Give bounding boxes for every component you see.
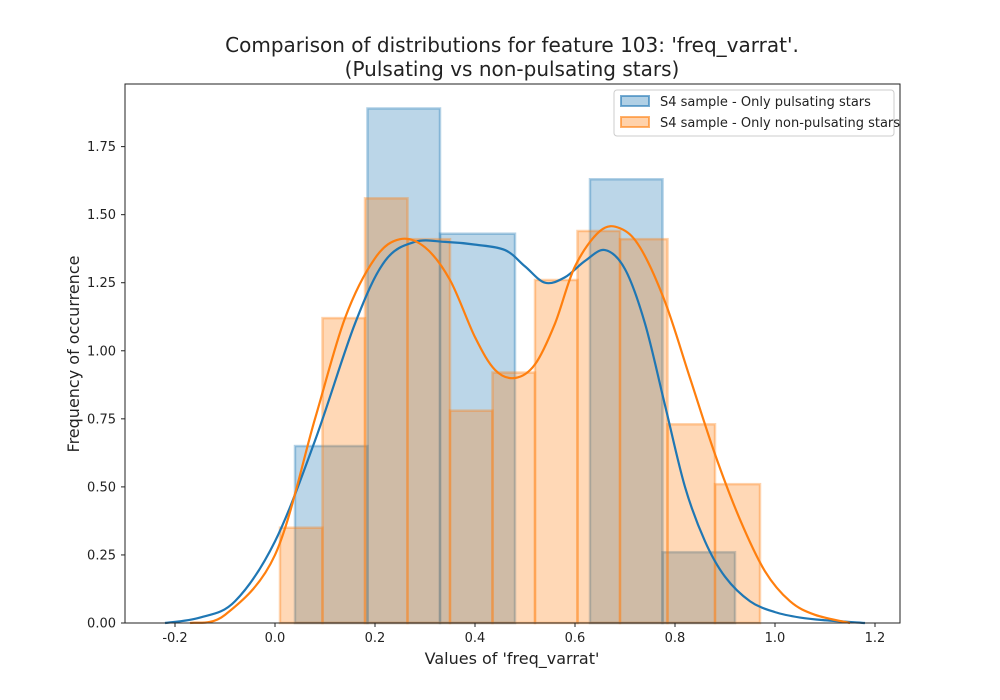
legend: S4 sample - Only pulsating stars S4 samp… bbox=[613, 89, 900, 137]
x-axis-ticks: -0.2 0.0 0.2 0.4 0.6 0.8 1.0 1.2 bbox=[162, 623, 885, 646]
chart-title-line1: Comparison of distributions for feature … bbox=[225, 33, 799, 57]
plot-frame bbox=[124, 83, 901, 624]
y-tick-label: 1.75 bbox=[87, 140, 116, 155]
x-tick-label: 1.0 bbox=[765, 631, 786, 646]
y-axis-ticks: 0.00 0.25 0.50 0.75 1.00 1.25 1.50 1.75 bbox=[87, 140, 125, 632]
y-tick-label: 0.25 bbox=[87, 548, 116, 563]
y-tick-label: 1.25 bbox=[87, 276, 116, 291]
series-0-kde-line bbox=[164, 239, 866, 625]
y-axis-label: Frequency of occurrence bbox=[64, 256, 83, 453]
x-tick-label: 0.2 bbox=[365, 631, 386, 646]
series-1-bar-7 bbox=[576, 229, 622, 625]
series-1-bar-5 bbox=[491, 371, 537, 625]
series-0-histogram bbox=[293, 107, 737, 625]
series-1-bar-2 bbox=[363, 197, 409, 625]
series-1-bar-10 bbox=[713, 482, 762, 625]
x-tick-label: 0.4 bbox=[465, 631, 486, 646]
y-tick-label: 1.00 bbox=[87, 344, 116, 359]
legend-label-pulsating: S4 sample - Only pulsating stars bbox=[660, 95, 871, 110]
x-tick-label: 0.0 bbox=[265, 631, 286, 646]
x-tick-label: 1.2 bbox=[865, 631, 886, 646]
plot-area bbox=[164, 107, 866, 625]
y-tick-label: 0.75 bbox=[87, 412, 116, 427]
legend-box bbox=[613, 89, 895, 137]
series-1-bar-0 bbox=[278, 526, 324, 625]
legend-swatch-pulsating bbox=[620, 95, 650, 107]
y-tick-label: 0.50 bbox=[87, 480, 116, 495]
series-0-bar-4 bbox=[588, 178, 664, 625]
series-0-bar-0 bbox=[293, 444, 369, 625]
series-1-bar-4 bbox=[448, 409, 494, 625]
series-1-kde-line bbox=[189, 225, 851, 625]
series-1-bar-9 bbox=[666, 423, 717, 625]
series-1-bar-6 bbox=[533, 278, 579, 625]
y-tick-label: 0.00 bbox=[87, 617, 116, 632]
x-tick-label: -0.2 bbox=[162, 631, 187, 646]
x-tick-label: 0.6 bbox=[565, 631, 586, 646]
series-0-bar-2 bbox=[438, 232, 517, 625]
x-tick-label: 0.8 bbox=[665, 631, 686, 646]
series-0-bar-1 bbox=[366, 107, 442, 625]
legend-swatch-non-pulsating bbox=[620, 116, 650, 128]
y-tick-label: 1.50 bbox=[87, 208, 116, 223]
legend-label-non-pulsating: S4 sample - Only non-pulsating stars bbox=[660, 116, 900, 131]
series-1-bar-3 bbox=[406, 237, 452, 625]
series-1-bar-8 bbox=[618, 237, 669, 625]
series-1-bar-1 bbox=[321, 316, 367, 625]
chart-title-line2: (Pulsating vs non-pulsating stars) bbox=[345, 57, 680, 81]
x-axis-label: Values of 'freq_varrat' bbox=[425, 649, 600, 669]
